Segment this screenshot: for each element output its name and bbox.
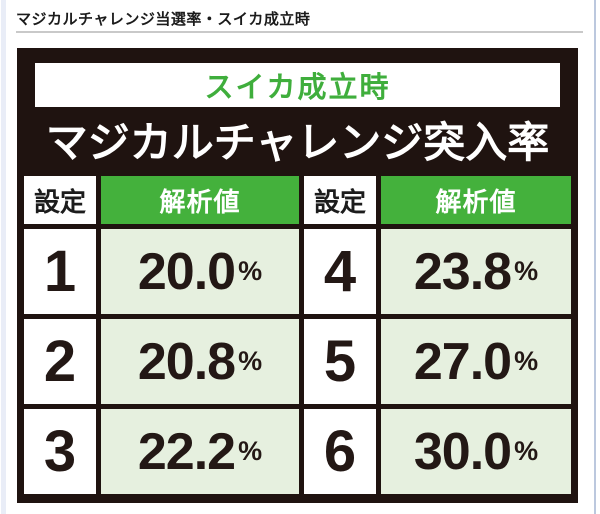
header-setting-left: 設定 [24, 176, 96, 224]
page-right-border [594, 0, 596, 514]
setting-cell-5: 5 [304, 319, 376, 404]
setting-cell-1: 1 [24, 229, 96, 314]
analysis-table: スイカ成立時 マジカルチャレンジ突入率 設定 解析値 設定 解析値 1 20.0… [17, 48, 578, 503]
table-grid: 設定 解析値 設定 解析値 1 20.0% 4 23.8% 2 20.8% 5 … [24, 176, 571, 494]
setting-cell-4: 4 [304, 229, 376, 314]
table-subtitle-banner: スイカ成立時 [35, 63, 560, 107]
percent-sign: % [238, 436, 263, 466]
setting-cell-3: 3 [24, 409, 96, 494]
value-number: 20.8 [137, 332, 236, 391]
value-number: 23.8 [413, 242, 512, 301]
table-subtitle: スイカ成立時 [204, 72, 391, 104]
value-cell-1: 20.0% [101, 229, 299, 314]
value-number: 22.2 [137, 422, 236, 481]
page-left-border [1, 0, 6, 514]
value-number: 20.0 [137, 242, 236, 301]
header-value-right: 解析値 [381, 176, 571, 224]
value-cell-6: 30.0% [381, 409, 571, 494]
value-number: 30.0 [413, 422, 512, 481]
value-number: 27.0 [413, 332, 512, 391]
percent-sign: % [238, 256, 263, 286]
table-title: マジカルチャレンジ突入率 [45, 118, 550, 166]
percent-sign: % [514, 256, 539, 286]
setting-cell-2: 2 [24, 319, 96, 404]
percent-sign: % [514, 436, 539, 466]
value-cell-4: 23.8% [381, 229, 571, 314]
value-cell-2: 20.8% [101, 319, 299, 404]
header-setting-right: 設定 [304, 176, 376, 224]
value-cell-5: 27.0% [381, 319, 571, 404]
page-heading: マジカルチャレンジ当選率・スイカ成立時 [16, 11, 311, 28]
heading-divider [16, 31, 583, 33]
header-value-left: 解析値 [101, 176, 299, 224]
value-cell-3: 22.2% [101, 409, 299, 494]
setting-cell-6: 6 [304, 409, 376, 494]
percent-sign: % [514, 346, 539, 376]
percent-sign: % [238, 346, 263, 376]
